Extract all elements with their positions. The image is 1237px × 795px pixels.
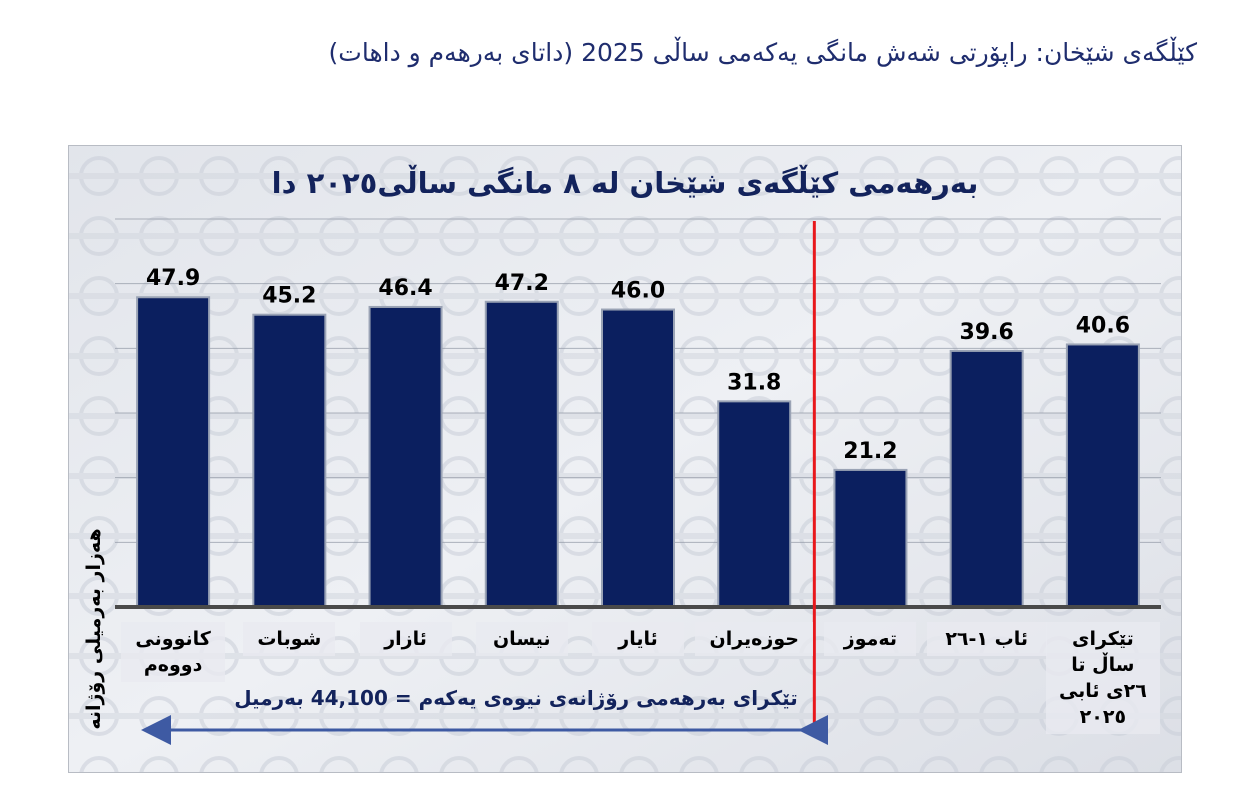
chart-title: بەرهەمی کێڵگەی شێخان لە ٨ مانگی ساڵی٢٠٢٥… [271, 166, 979, 200]
bar [1065, 343, 1140, 608]
chart-canvas: 47.9 45.2 46.4 47.2 46.0 31.8 21.2 39.6 40.6 [69, 146, 1181, 772]
x-tick-label: تەموز [824, 622, 917, 656]
bar [717, 400, 792, 608]
bar-value-label: 46.0 [611, 279, 665, 304]
x-tick-label: شوبات [243, 622, 336, 656]
bar [368, 305, 443, 609]
x-tick-label: کانوونی دووەم [121, 622, 226, 682]
bar-value-label: 21.2 [843, 439, 897, 464]
x-tick-label: ئایار [592, 622, 684, 656]
bar-value-label: 40.6 [1076, 313, 1130, 338]
bar-value-label: 31.8 [727, 370, 781, 395]
bar-value-label: 47.2 [495, 271, 549, 296]
bar-value-label: 47.9 [146, 266, 200, 291]
page-title: کێڵگەی شێخان: راپۆرتی شەش مانگی یەکەمی س… [328, 38, 1197, 67]
bar-value-label: 39.6 [960, 320, 1014, 345]
x-tick-label: تێکرای ساڵ تا ٢٦ی ئابی ٢٠٢٥ [1045, 622, 1160, 734]
x-tick-label: ئاب ١-٢٦ [926, 622, 1047, 656]
x-tick-label: نیسان [475, 622, 568, 656]
bar [252, 313, 327, 608]
bar [601, 308, 675, 609]
x-tick-label: ئازار [359, 622, 452, 656]
bar-value-label: 46.4 [378, 276, 432, 301]
bar [484, 300, 559, 608]
chart-panel: 47.9 45.2 46.4 47.2 46.0 31.8 21.2 39.6 40.6 بەر… [68, 145, 1182, 773]
bar [949, 349, 1024, 608]
bar [833, 468, 908, 609]
bar-value-label: 45.2 [262, 284, 316, 309]
bar [136, 296, 211, 608]
first-half-average-note: تێکرای بەرهەمی رۆژانەی نیوەی یەکەم = 44,… [234, 686, 798, 710]
y-axis-label: هەزار بەرمیلی رۆژانە [83, 528, 105, 730]
x-tick-label: حوزەیران [695, 622, 814, 656]
